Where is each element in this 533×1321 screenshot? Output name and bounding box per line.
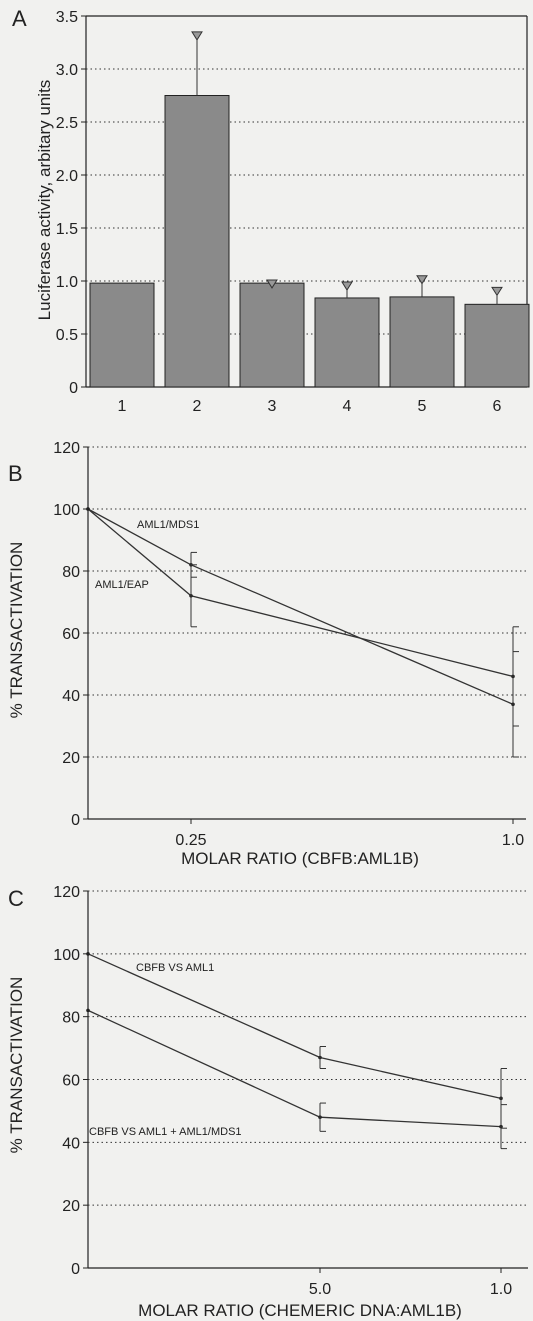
panel-c-y-tick-label: 100	[53, 947, 80, 964]
panel-a-x-tick-label: 5	[418, 398, 427, 415]
panel-b-y-tick-label: 0	[71, 812, 80, 829]
panel-c-y-tick-label: 40	[62, 1135, 80, 1152]
panel-a-error-cap	[191, 31, 203, 41]
panel-a-error-cap	[266, 279, 278, 289]
panel-c-series-line-1	[87, 953, 502, 1099]
panel-b-data-point	[86, 507, 90, 511]
panel-b-series-label-2: AML1/EAP	[95, 579, 149, 591]
panel-c-y-tick-label: 20	[62, 1198, 80, 1215]
panel-a-y-tick-label: 2.0	[56, 168, 78, 185]
panel-a-y-tick-label: 3.0	[56, 62, 78, 79]
panel-a-bar-6	[464, 303, 530, 388]
panel-c-letter: C	[8, 886, 24, 911]
panel-c-series-label-1: CBFB VS AML1	[136, 962, 214, 974]
panel-a-x-tick-label: 2	[193, 398, 202, 415]
panel-c-x-axis-title: MOLAR RATIO (CHEMERIC DNA:AML1B)	[138, 1301, 462, 1320]
panel-a-x-tick-label: 6	[493, 398, 502, 415]
panel-a-error-cap	[341, 281, 353, 292]
panel-c-series-line-2	[87, 1009, 502, 1128]
panel-b-y-tick-label: 80	[62, 564, 80, 581]
panel-c-series-label-2: CBFB VS AML1 + AML1/MDS1	[89, 1126, 242, 1138]
panel-b-x-axis-title: MOLAR RATIO (CBFB:AML1B)	[181, 849, 419, 868]
panel-b-letter: B	[8, 461, 23, 486]
panel-a-bar-3	[239, 282, 305, 388]
panel-a-x-tick-label: 1	[118, 398, 127, 415]
panel-c-y-tick-label: 120	[53, 884, 80, 901]
panel-c-data-point	[86, 1008, 90, 1013]
panel-a-bar-2	[164, 95, 230, 388]
panel-a-bar-1	[89, 282, 155, 388]
panel-b-series-label-1: AML1/MDS1	[137, 519, 199, 531]
panel-c-line-chart: C MOLAR RATIO (CHEMERIC DNA:AML1B) % TRA…	[7, 884, 528, 1320]
panel-b-y-tick-label: 120	[53, 440, 80, 457]
panel-a-error-cap	[491, 286, 503, 297]
panel-b-line-chart: B MOLAR RATIO (CBFB:AML1B) % TRANSACTIVA…	[7, 440, 526, 868]
panel-a-x-tick-label: 4	[343, 398, 352, 415]
panel-a-x-tick-label: 3	[268, 398, 277, 415]
panel-a-y-axis-title: Luciferase activity, arbitary units	[35, 80, 54, 321]
panel-c-y-tick-label: 0	[71, 1261, 80, 1278]
panel-b-x-tick-label: 1.0	[502, 832, 524, 849]
panel-a-y-tick-label: 0	[69, 380, 78, 397]
panel-a-bar-chart: A Luciferase activity, arbitary units 0 0…	[12, 6, 530, 415]
panel-c-data-point	[86, 952, 90, 956]
panel-c-y-axis-title: % TRANSACTIVATION	[7, 977, 26, 1154]
panel-a-y-tick-label: 2.5	[56, 115, 78, 132]
panel-a-bar-4	[314, 297, 380, 388]
panel-a-y-tick-label: 1.5	[56, 221, 78, 238]
panel-a-error-cap	[416, 275, 428, 285]
panel-a-y-tick-label: 0.5	[56, 327, 78, 344]
panel-b-y-tick-label: 40	[62, 688, 80, 705]
panel-a-y-tick-label: 1.0	[56, 274, 78, 291]
panel-b-x-tick-label: 0.25	[175, 832, 206, 849]
panel-a-y-tick-label: 3.5	[56, 9, 78, 26]
panel-b-series-line-1	[87, 508, 514, 705]
panel-b-y-axis-title: % TRANSACTIVATION	[7, 542, 26, 719]
panel-b-series-line-2	[87, 508, 514, 678]
panel-a-bar-5	[389, 296, 455, 388]
panel-c-y-tick-label: 80	[62, 1010, 80, 1027]
panel-b-y-tick-label: 20	[62, 750, 80, 767]
panel-c-x-tick-label: 5.0	[309, 1281, 331, 1298]
panel-b-y-tick-label: 60	[62, 626, 80, 643]
panel-a-letter: A	[12, 6, 27, 31]
panel-b-y-tick-label: 100	[53, 502, 80, 519]
panel-c-y-tick-label: 60	[62, 1073, 80, 1090]
panel-c-x-tick-label: 1.0	[490, 1281, 512, 1298]
